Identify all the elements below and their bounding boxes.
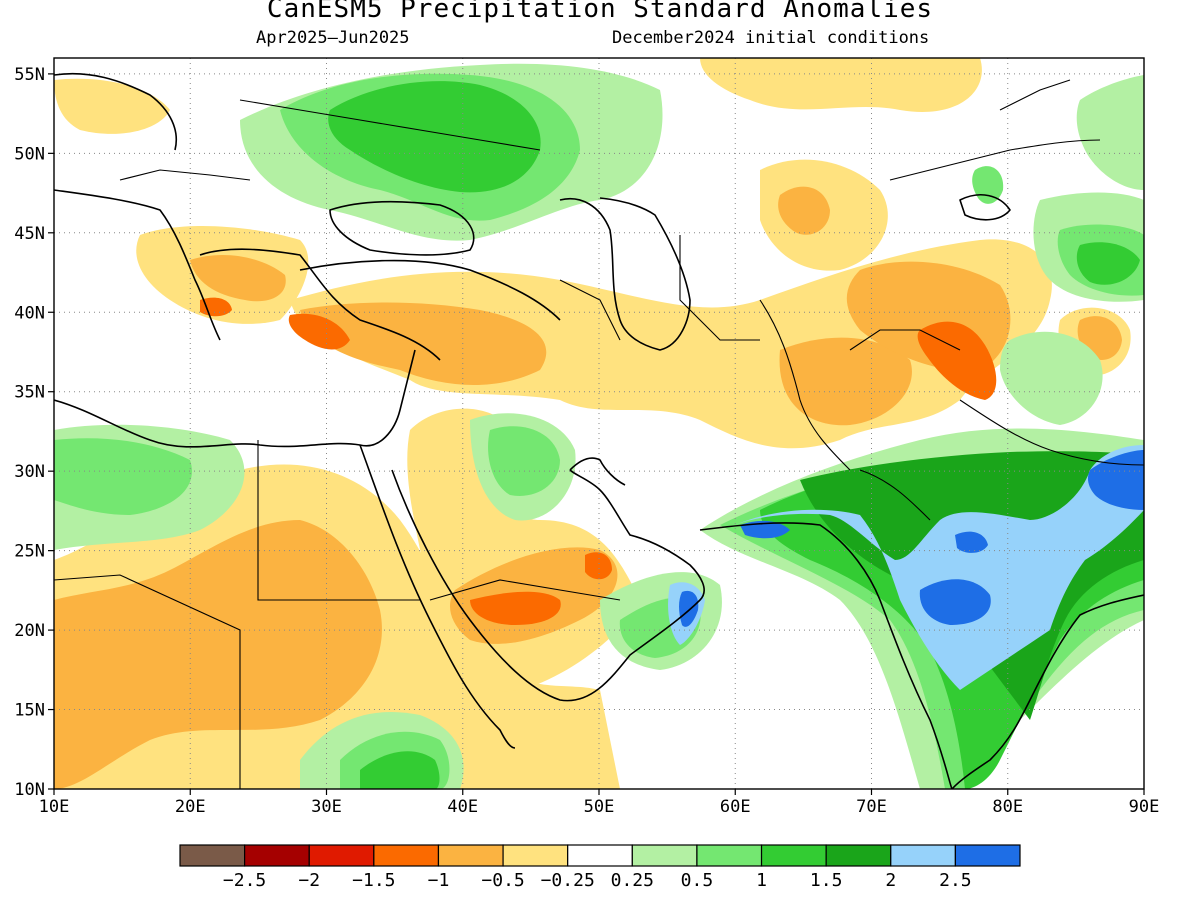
lat-tick-label: 30N (14, 462, 45, 482)
dry-moderate-kazakhstan (778, 186, 830, 235)
colorbar-label: 2 (885, 870, 896, 891)
lon-tick-label: 40E (447, 797, 478, 817)
map-title: CanESM5 Precipitation Standard Anomalies (266, 0, 934, 24)
colorbar-label: −0.5 (481, 870, 524, 891)
wet-lightblue-india (735, 445, 1144, 690)
wet-moderate-arabia (488, 426, 560, 496)
colorbar-swatch (308, 844, 375, 867)
lon-tick-label: 70E (856, 797, 887, 817)
lat-tick-label: 15N (14, 701, 45, 721)
dry-moderate-afghanistan (779, 337, 912, 426)
colorbar-label: −1 (428, 870, 450, 891)
colorbar-swatch (567, 844, 633, 867)
colorbar-label: 2.5 (939, 870, 972, 891)
wet-moderate-libya (54, 438, 192, 515)
grid-lines (54, 58, 1144, 789)
dry-moderate-sahel (54, 520, 382, 789)
lat-tick-label: 45N (14, 224, 45, 244)
colorbar-label: −1.5 (352, 870, 395, 891)
colorbar-swatch (244, 844, 310, 867)
lon-tick-label: 60E (720, 797, 751, 817)
lon-tick-label: 30E (311, 797, 342, 817)
coastlines (54, 72, 1144, 789)
colorbar: −2.5 −2 −1.5 −1 −0.5 −0.25 0.25 0.5 1 1.5 2 2.5 (179, 844, 1021, 891)
dry-moderate-balkans (190, 255, 286, 302)
dry-strong-gulf (585, 552, 612, 580)
lat-tick-label: 35N (14, 383, 45, 403)
colorbar-label: −0.25 (541, 870, 595, 891)
dry-moderate-turkey-iran (300, 302, 547, 385)
colorbar-swatch (373, 844, 440, 867)
colorbar-swatch (696, 844, 763, 867)
lat-tick-label: 20N (14, 621, 45, 641)
wet-strong-xinjiang (1076, 242, 1140, 285)
wet-blue-india (919, 579, 991, 625)
lat-tick-label: 55N (14, 65, 45, 85)
wet-strong-north (328, 81, 541, 193)
anomaly-field (54, 58, 1144, 789)
colorbar-swatch (825, 844, 892, 867)
lon-tick-label: 80E (992, 797, 1023, 817)
lat-tick-label: 40N (14, 303, 45, 323)
wet-blue-central-india (955, 531, 988, 553)
colorbar-swatch (890, 844, 956, 867)
dry-strong-arabia (470, 591, 561, 625)
colorbar-swatch (179, 844, 246, 867)
colorbar-swatch (631, 844, 698, 867)
dry-strong-pamir (917, 321, 997, 400)
colorbar-swatch (437, 844, 504, 867)
lon-tick-label: 10E (39, 797, 70, 817)
colorbar-label: 0.25 (611, 870, 654, 891)
initial-conditions: December2024 initial conditions (612, 28, 930, 48)
wet-weak-tibet (1000, 331, 1103, 425)
lat-tick-label: 50N (14, 144, 45, 164)
dry-weak-east-europe (54, 78, 170, 134)
lon-tick-label: 20E (175, 797, 206, 817)
colorbar-swatch (954, 844, 1021, 867)
wet-weak-siberia (1076, 75, 1144, 190)
colorbar-label: −2.5 (223, 870, 266, 891)
colorbar-label: 1.5 (810, 870, 843, 891)
longitude-axis: 10E 20E 30E 40E 50E 60E 70E 80E 90E (39, 789, 1160, 817)
forecast-period: Apr2025–Jun2025 (256, 28, 410, 48)
colorbar-label: −2 (298, 870, 320, 891)
latitude-axis: 10N 15N 20N 25N 30N 35N 40N 45N 50N 55N (14, 65, 54, 800)
wet-blue-oman (679, 590, 699, 627)
lat-tick-label: 25N (14, 542, 45, 562)
colorbar-swatch (502, 844, 569, 867)
country-borders (54, 79, 1144, 789)
wet-strong-ethiopia (360, 751, 440, 789)
dry-strong-turkey (288, 313, 350, 350)
dry-weak-siberia (700, 58, 982, 112)
colorbar-swatch (760, 844, 827, 867)
lon-tick-label: 90E (1129, 797, 1160, 817)
colorbar-label: 0.5 (681, 870, 714, 891)
lat-tick-label: 10N (14, 780, 45, 800)
lon-tick-label: 50E (584, 797, 615, 817)
colorbar-label: 1 (756, 870, 767, 891)
wet-blue-west (740, 520, 790, 539)
